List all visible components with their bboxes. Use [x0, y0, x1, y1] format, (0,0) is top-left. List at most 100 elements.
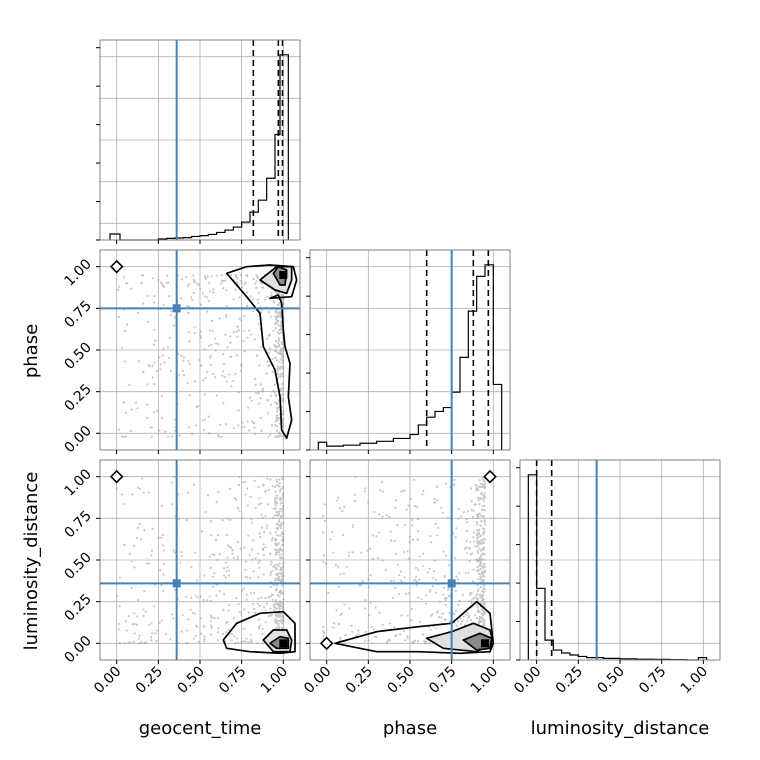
- scatter-geocent-time-luminosity-distance-sample: [281, 475, 284, 479]
- scatter-geocent-time-luminosity-distance-sample: [244, 640, 247, 643]
- scatter-geocent-time-phase-sample: [276, 406, 279, 409]
- scatter-phase-luminosity-distance-sample: [368, 613, 371, 617]
- scatter-geocent-time-luminosity-distance-sample: [275, 497, 278, 500]
- scatter-geocent-time-luminosity-distance-sample: [278, 572, 282, 575]
- scatter-geocent-time-luminosity-distance-sample: [254, 611, 257, 614]
- scatter-geocent-time-luminosity-distance-sample: [264, 546, 267, 549]
- scatter-geocent-time-phase-sample: [266, 337, 269, 340]
- scatter-phase-luminosity-distance-sample: [431, 585, 434, 588]
- scatter-geocent-time-phase-sample: [267, 351, 270, 354]
- scatter-phase-luminosity-distance-outlier-marker: [319, 636, 334, 651]
- scatter-geocent-time-phase-sample: [260, 429, 263, 432]
- hist-luminosity-distance-xtick-label-0: 0.00: [511, 664, 544, 697]
- scatter-geocent-time-phase-sample: [254, 383, 257, 386]
- scatter-phase-luminosity-distance-sample: [447, 588, 450, 591]
- scatter-geocent-time-luminosity-distance-sample: [160, 584, 163, 587]
- scatter-geocent-time-luminosity-distance-sample: [233, 497, 236, 500]
- scatter-geocent-time-phase-sample: [279, 347, 283, 350]
- scatter-phase-luminosity-distance-sample: [348, 551, 351, 554]
- scatter-phase-luminosity-distance-sample: [394, 506, 397, 509]
- scatter-phase-luminosity-distance-sample: [472, 597, 475, 600]
- scatter-phase-luminosity-distance-sample: [428, 567, 431, 570]
- scatter-geocent-time-phase-sample: [269, 315, 272, 319]
- scatter-geocent-time-luminosity-distance-sample: [186, 491, 189, 494]
- scatter-geocent-time-phase-sample: [247, 329, 251, 332]
- scatter-phase-luminosity-distance-sample: [404, 639, 407, 642]
- scatter-geocent-time-luminosity-distance-sample: [191, 611, 195, 615]
- scatter-geocent-time-luminosity-distance-sample: [227, 574, 230, 577]
- scatter-geocent-time-luminosity-distance-sample: [171, 613, 174, 616]
- scatter-geocent-time-luminosity-distance-sample: [157, 536, 160, 539]
- scatter-phase-luminosity-distance-sample: [416, 640, 419, 643]
- scatter-phase-luminosity-distance-sample: [479, 524, 482, 527]
- scatter-phase-luminosity-distance-sample: [448, 611, 451, 615]
- scatter-geocent-time-phase-sample: [188, 340, 191, 343]
- scatter-phase-luminosity-distance-sample: [481, 617, 484, 621]
- scatter-geocent-time-luminosity-distance-sample: [229, 518, 232, 522]
- scatter-geocent-time-luminosity-distance-sample: [278, 510, 281, 513]
- scatter-geocent-time-luminosity-distance-sample: [123, 543, 126, 547]
- scatter-geocent-time-phase-sample: [142, 274, 145, 277]
- scatter-phase-luminosity-distance-sample: [459, 616, 462, 619]
- scatter-geocent-time-phase-sample: [158, 429, 161, 432]
- scatter-geocent-time-phase-sample: [275, 402, 279, 405]
- scatter-phase-luminosity-distance-sample: [473, 540, 476, 543]
- scatter-phase-luminosity-distance-sample: [455, 575, 458, 578]
- scatter-geocent-time-luminosity-distance-sample: [229, 487, 232, 490]
- scatter-phase-luminosity-distance-sample: [455, 624, 458, 627]
- scatter-phase-luminosity-distance-sample: [414, 578, 417, 581]
- scatter-geocent-time-luminosity-distance-sample: [277, 526, 280, 529]
- scatter-geocent-time-luminosity-distance-sample: [244, 560, 247, 563]
- scatter-phase-luminosity-distance-sample: [480, 608, 483, 611]
- scatter-geocent-time-luminosity-distance-sample: [279, 488, 282, 491]
- scatter-phase-luminosity-distance-sample: [323, 519, 327, 522]
- scatter-geocent-time-phase-sample: [250, 399, 253, 402]
- scatter-phase-luminosity-distance-sample: [480, 514, 483, 518]
- scatter-geocent-time-luminosity-distance-sample: [216, 533, 220, 537]
- scatter-phase-luminosity-distance-xtick-label-0: 0.00: [301, 664, 334, 697]
- scatter-geocent-time-luminosity-distance-sample: [279, 524, 282, 527]
- scatter-phase-luminosity-distance-sample: [483, 523, 487, 526]
- scatter-phase-luminosity-distance-sample: [482, 493, 485, 497]
- scatter-phase-luminosity-distance-sample: [478, 533, 481, 536]
- scatter-phase-luminosity-distance-sample: [442, 550, 445, 553]
- scatter-geocent-time-phase-sample: [153, 328, 156, 331]
- scatter-geocent-time-luminosity-distance-sample: [261, 484, 265, 487]
- scatter-geocent-time-luminosity-distance-sample: [142, 614, 145, 618]
- scatter-geocent-time-phase-sample: [208, 432, 211, 435]
- scatter-geocent-time-luminosity-distance-sample: [279, 566, 282, 569]
- scatter-phase-luminosity-distance-sample: [433, 497, 436, 500]
- scatter-geocent-time-luminosity-distance-sample: [151, 527, 154, 530]
- scatter-geocent-time-luminosity-distance-sample: [238, 610, 242, 613]
- scatter-geocent-time-phase-sample: [237, 391, 240, 394]
- scatter-phase-luminosity-distance-sample: [483, 504, 486, 507]
- scatter-geocent-time-phase-sample: [203, 418, 207, 421]
- scatter-phase-luminosity-distance-sample: [479, 534, 482, 538]
- scatter-phase-luminosity-distance-sample: [364, 598, 367, 602]
- scatter-geocent-time-phase-sample: [277, 341, 280, 345]
- scatter-phase-luminosity-distance-sample: [394, 635, 397, 638]
- scatter-geocent-time-phase-sample: [270, 424, 274, 427]
- scatter-phase-luminosity-distance-sample: [414, 639, 417, 642]
- scatter-geocent-time-luminosity-distance-sample: [255, 642, 259, 645]
- scatter-phase-luminosity-distance-sample: [417, 568, 420, 571]
- scatter-geocent-time-luminosity-distance-sample: [185, 518, 188, 522]
- scatter-geocent-time-luminosity-distance-sample: [266, 503, 270, 506]
- scatter-geocent-time-luminosity-distance-outlier-marker: [109, 469, 124, 484]
- scatter-geocent-time-luminosity-distance-sample: [278, 490, 282, 493]
- scatter-geocent-time-luminosity-distance-sample: [278, 562, 281, 565]
- scatter-geocent-time-phase-sample: [163, 361, 166, 364]
- scatter-geocent-time-luminosity-distance-sample: [247, 534, 250, 537]
- scatter-geocent-time-luminosity-distance-sample: [238, 510, 241, 513]
- scatter-geocent-time-luminosity-distance-sample: [184, 595, 188, 599]
- hist-phase-axes: [310, 250, 510, 450]
- scatter-phase-luminosity-distance-sample: [478, 593, 482, 596]
- scatter-phase-luminosity-distance-sample: [347, 554, 351, 557]
- scatter-phase-luminosity-distance-sample: [474, 545, 477, 548]
- scatter-geocent-time-phase-sample: [207, 415, 210, 418]
- scatter-geocent-time-phase-sample: [217, 342, 220, 346]
- scatter-phase-luminosity-distance-sample: [479, 575, 482, 578]
- scatter-phase-luminosity-distance-sample: [401, 489, 405, 492]
- scatter-geocent-time-phase-sample: [268, 364, 271, 367]
- scatter-phase-luminosity-distance-sample: [381, 490, 384, 493]
